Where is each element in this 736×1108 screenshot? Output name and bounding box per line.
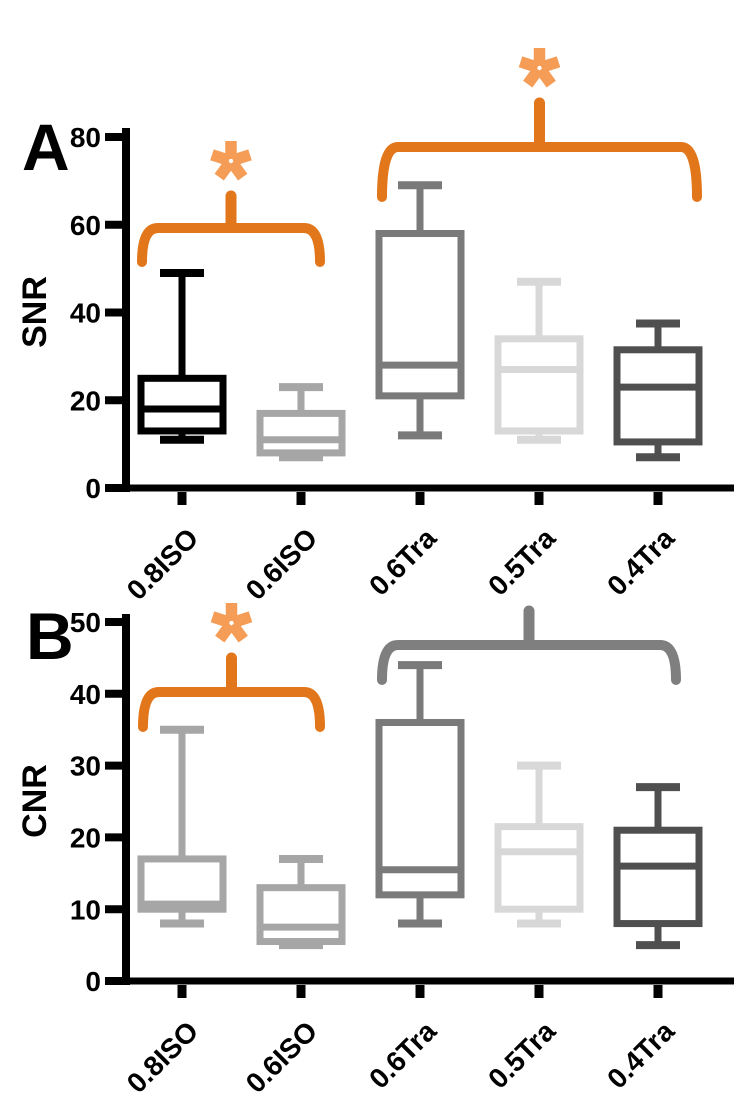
asterisk-arm [518, 56, 540, 73]
asterisk-arm [539, 56, 561, 73]
panel-a-xtick-label: 0.8ISO [121, 522, 205, 606]
panel-a-bracket-0.8ISO-0.6ISO [137, 141, 325, 267]
panel-a-box-0.6Tra [375, 181, 465, 440]
iqr-box [613, 346, 703, 446]
panel-b-xtick-label: 0.6Tra [363, 1015, 442, 1094]
panel-a-ytick-label: 20 [70, 385, 101, 416]
panel-b-bracket-0.8ISO-0.6ISO [138, 603, 325, 732]
panel-b-ytick-label: 30 [70, 751, 101, 782]
significance-asterisk [210, 141, 252, 181]
panel-b-xtick-label: 0.6ISO [240, 1015, 324, 1099]
panel-a-bracket-0.6Tra-0.4Tra [377, 48, 702, 202]
bracket-path [377, 142, 702, 202]
panel-a-ytick-label: 80 [70, 122, 101, 153]
panel-a-letter: A [22, 110, 70, 184]
iqr-box [256, 884, 346, 946]
asterisk-arm [227, 159, 248, 181]
iqr-box [494, 335, 584, 435]
panel-b-box-0.6Tra [375, 661, 465, 928]
panel-a-xtick-label: 0.6Tra [363, 522, 442, 601]
panel-b-xtick-label: 0.8ISO [121, 1015, 205, 1099]
iqr-box [613, 826, 703, 928]
asterisk-arm [210, 149, 231, 166]
panel-b-xtick-label: 0.4Tra [601, 1015, 680, 1094]
panel-b-ytick-label: 40 [70, 679, 101, 710]
iqr-box [256, 409, 346, 457]
panel-a-xtick-label: 0.4Tra [601, 522, 680, 601]
panel-b: B CNR 0 10 20 30 40 50 0.8ISO 0.6ISO 0.6Tra 0.5Tra 0… [16, 599, 734, 1099]
bracket-path [137, 223, 325, 267]
panel-a-xtick-label: 0.6ISO [240, 522, 324, 606]
panel-b-ytick-label: 20 [70, 822, 101, 853]
significance-asterisk [518, 48, 561, 88]
iqr-box [494, 823, 584, 913]
iqr-box [375, 719, 465, 899]
panel-a: A SNR 0 20 40 60 80 0.8ISO 0.6ISO 0.6Tra 0.5Tra 0.4… [16, 48, 734, 606]
panel-b-ylabel: CNR [16, 764, 54, 838]
panel-b-xtick-label: 0.5Tra [482, 1015, 561, 1094]
panel-b-ytick-label: 50 [70, 607, 101, 638]
asterisk-arm [214, 159, 235, 181]
iqr-box [375, 230, 465, 400]
panel-b-box-0.4Tra [613, 783, 703, 950]
panel-a-ytick-label: 60 [70, 210, 101, 241]
iqr-box [137, 374, 227, 435]
significance-asterisk [210, 603, 253, 643]
asterisk-arm [210, 611, 232, 628]
asterisk-arm [536, 66, 556, 88]
panel-a-box-0.8ISO [137, 269, 227, 444]
panel-b-ytick-label: 10 [70, 894, 101, 925]
panel-b-ytick-label: 0 [85, 966, 101, 997]
bracket-path [138, 687, 325, 732]
panel-b-box-0.8ISO [137, 725, 227, 928]
panel-b-box-0.5Tra [494, 761, 584, 928]
panel-b-box-0.6ISO [256, 854, 346, 950]
asterisk-arm [215, 621, 235, 643]
asterisk-arm [228, 621, 248, 643]
panel-a-box-0.5Tra [494, 277, 584, 444]
panel-a-xtick-label: 0.5Tra [482, 522, 561, 601]
panel-a-box-0.6ISO [256, 383, 346, 462]
panel-a-box-0.4Tra [613, 319, 703, 462]
asterisk-arm [523, 66, 543, 88]
asterisk-arm [231, 611, 253, 628]
asterisk-arm [231, 149, 252, 166]
panel-a-ytick-label: 0 [85, 473, 101, 504]
panel-b-bracket-0.6Tra-0.4Tra [377, 605, 681, 685]
panel-a-ytick-label: 40 [70, 298, 101, 329]
panel-b-letter: B [26, 599, 74, 673]
panel-a-ylabel: SNR [16, 276, 54, 348]
